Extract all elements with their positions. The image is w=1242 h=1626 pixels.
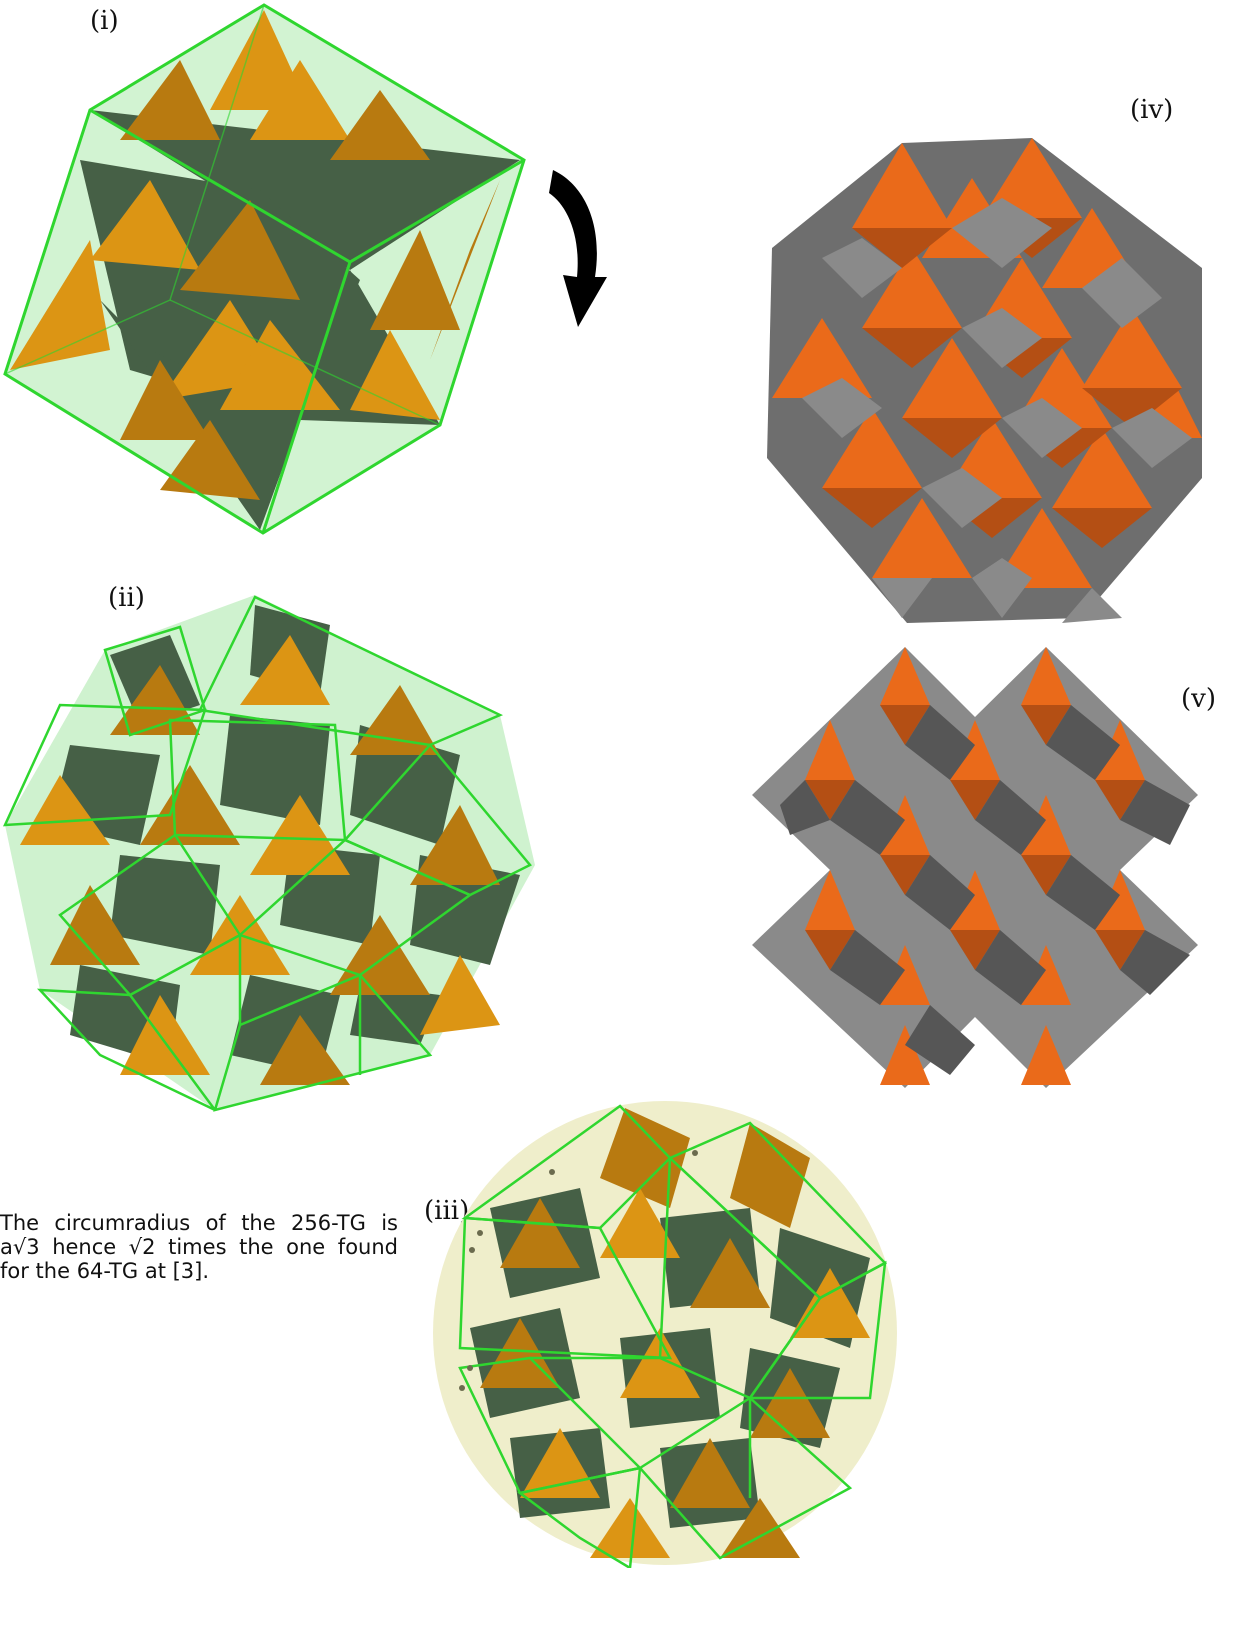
label-v: (v) [1181,684,1216,714]
figure-iv-octahedra-cluster [767,138,1202,623]
caption-text: The circumradius of the 256-TG is a√3 he… [0,1211,398,1283]
figure-v-diamond-pattern [752,647,1198,1088]
figure-ii-cluster [2,595,535,1112]
label-i: (i) [90,6,119,36]
label-iv: (iv) [1130,95,1174,125]
label-iii: (iii) [424,1196,470,1226]
figure-i-cube [3,3,526,535]
curved-down-arrow-icon [549,170,607,327]
label-ii: (ii) [108,583,145,613]
figure-iii-sphere-cluster [433,1101,897,1568]
